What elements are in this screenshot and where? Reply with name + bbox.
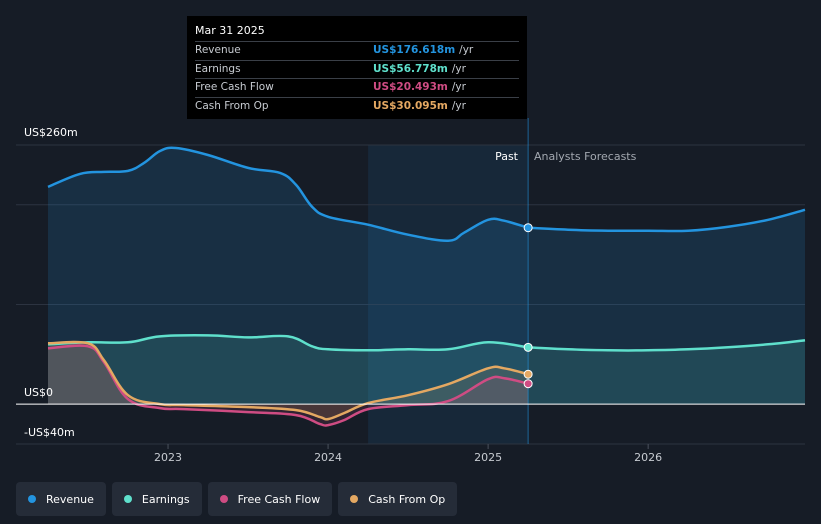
tooltip-label: Free Cash Flow bbox=[195, 81, 274, 93]
tooltip-label: Revenue bbox=[195, 44, 241, 56]
tooltip: Mar 31 2025 Revenue US$176.618m /yr Earn… bbox=[187, 16, 527, 119]
line-earnings-forecast bbox=[528, 339, 806, 352]
gridlines bbox=[16, 144, 805, 445]
tooltip-row-earnings: Earnings US$56.778m /yr bbox=[195, 59, 519, 79]
series-lines bbox=[47, 146, 806, 427]
tooltip-value: US$176.618m bbox=[373, 44, 456, 56]
tooltip-date: Mar 31 2025 bbox=[195, 24, 265, 37]
legend-label: Earnings bbox=[141, 492, 190, 506]
tooltip-row-cfo: Cash From Op US$30.095m /yr bbox=[195, 96, 519, 116]
legend-item-earnings[interactable]: Earnings bbox=[111, 482, 202, 516]
marker-cfo[interactable] bbox=[523, 369, 533, 379]
marker-revenue[interactable] bbox=[523, 223, 533, 233]
legend-item-cash-from-op[interactable]: Cash From Op bbox=[338, 482, 458, 516]
area-cfo bbox=[48, 341, 529, 420]
line-fcf bbox=[47, 344, 529, 427]
tooltip-value: US$30.095m bbox=[373, 99, 448, 112]
x-tick-label: 2024 bbox=[314, 451, 342, 464]
marker-fcf[interactable] bbox=[523, 379, 533, 389]
y-tick-label-bottom: -US$40m bbox=[24, 426, 75, 439]
line-earnings bbox=[47, 334, 529, 352]
tooltip-unit: /yr bbox=[451, 81, 466, 93]
tooltip-unit: /yr bbox=[451, 99, 466, 112]
legend-dot-icon bbox=[350, 495, 359, 503]
area-revenue bbox=[48, 147, 805, 405]
legend-label: Revenue bbox=[46, 492, 94, 506]
x-tick-label: 2025 bbox=[474, 451, 502, 464]
legend: Revenue Earnings Free Cash Flow Cash Fro… bbox=[16, 482, 458, 516]
past-label: Past bbox=[495, 150, 519, 163]
x-tick-label: 2023 bbox=[154, 451, 182, 464]
x-tick-label: 2026 bbox=[634, 451, 662, 464]
area-earnings bbox=[48, 335, 805, 405]
x-axis-ticks: 2023 2024 2025 2026 bbox=[154, 444, 662, 464]
marker-earnings[interactable] bbox=[523, 342, 533, 352]
legend-label: Cash From Op bbox=[368, 492, 446, 506]
tooltip-value: US$20.493m bbox=[373, 81, 448, 93]
y-tick-label-zero: US$0 bbox=[24, 386, 53, 399]
legend-dot-icon bbox=[28, 495, 36, 503]
tooltip-unit: /yr bbox=[459, 44, 474, 56]
tooltip-row-fcf: Free Cash Flow US$20.493m /yr bbox=[195, 78, 519, 97]
axis-labels: US$260m US$0 -US$40m Past Analysts Forec… bbox=[24, 126, 662, 464]
legend-label: Free Cash Flow bbox=[237, 492, 321, 506]
line-cfo bbox=[47, 340, 529, 421]
tooltip-row-revenue: Revenue US$176.618m /yr bbox=[195, 41, 519, 60]
legend-item-free-cash-flow[interactable]: Free Cash Flow bbox=[207, 482, 333, 516]
forecast-label: Analysts Forecasts bbox=[534, 150, 637, 163]
endpoint-markers bbox=[523, 223, 533, 389]
line-revenue-forecast bbox=[528, 208, 806, 233]
tooltip-value: US$56.778m bbox=[373, 62, 448, 75]
line-revenue bbox=[47, 146, 529, 242]
tooltip-label: Earnings bbox=[195, 62, 241, 75]
tooltip-label: Cash From Op bbox=[195, 99, 269, 112]
legend-dot-icon bbox=[123, 495, 132, 503]
past-highlight-band bbox=[368, 145, 529, 444]
legend-dot-icon bbox=[219, 495, 228, 503]
tooltip-unit: /yr bbox=[451, 62, 466, 75]
legend-item-revenue[interactable]: Revenue bbox=[16, 482, 106, 516]
y-tick-label-top: US$260m bbox=[24, 126, 78, 139]
